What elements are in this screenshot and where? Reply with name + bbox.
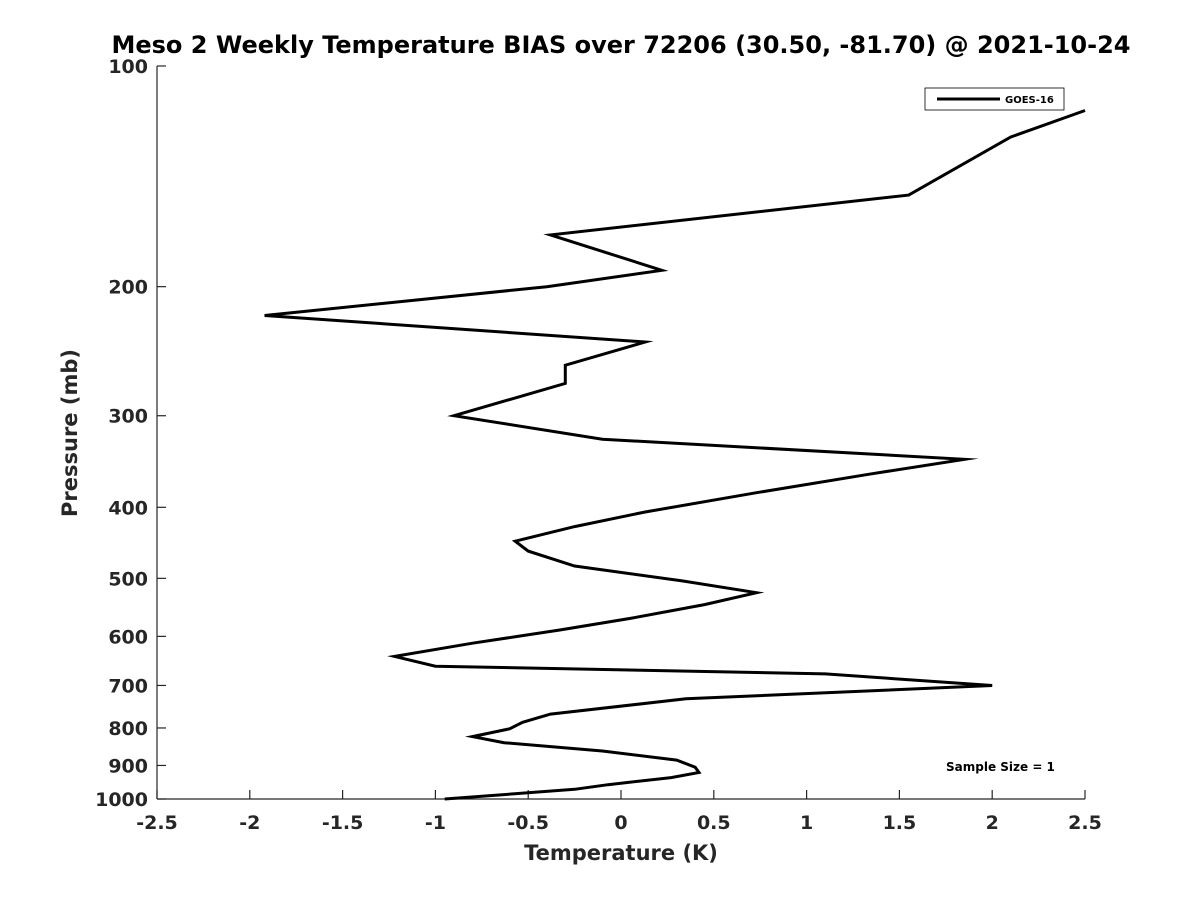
chart-title: Meso 2 Weekly Temperature BIAS over 7220… (111, 31, 1130, 59)
y-tick-label-500: 500 (108, 568, 148, 590)
y-tick-label-600: 600 (108, 626, 148, 648)
legend: GOES-16 (924, 87, 1065, 111)
series-layer (264, 109, 1086, 801)
y-tick-label-700: 700 (108, 675, 148, 697)
x-tick-label-0p5: 0.5 (697, 812, 731, 834)
x-tick-label-m0p5: -0.5 (507, 812, 549, 834)
y-tick-label-900: 900 (108, 755, 148, 777)
series-line-goes-16 (264, 109, 1086, 801)
x-axis-label: Temperature (K) (524, 841, 718, 865)
x-tick-label-m2p5: -2.5 (136, 812, 178, 834)
legend-label-goes-16: GOES-16 (1005, 95, 1054, 106)
sample-size-annotation: Sample Size = 1 (946, 760, 1055, 774)
y-tick-label-400: 400 (108, 497, 148, 519)
y-tick-label-1000: 1000 (95, 789, 148, 811)
y-axis-label: Pressure (mb) (58, 349, 82, 517)
x-tick-label-2: 2 (986, 812, 999, 834)
y-tick-label-300: 300 (108, 406, 148, 428)
x-tick-label-1p5: 1.5 (883, 812, 917, 834)
x-tick-label-m1p5: -1.5 (322, 812, 364, 834)
x-tick-label-1: 1 (800, 812, 813, 834)
x-axis-ticks: -2.5 -2 -1.5 -1 -0.5 0 0.5 1 1.5 2 2.5 (136, 790, 1102, 834)
y-axis-ticks: 100 200 300 400 500 600 700 800 900 1000 (95, 56, 166, 811)
x-tick-label-m1: -1 (425, 812, 446, 834)
x-tick-label-2p5: 2.5 (1068, 812, 1102, 834)
y-tick-label-800: 800 (108, 718, 148, 740)
y-tick-label-100: 100 (108, 56, 148, 78)
x-tick-label-0: 0 (614, 812, 627, 834)
x-tick-label-m2: -2 (239, 812, 260, 834)
y-tick-label-200: 200 (108, 277, 148, 299)
